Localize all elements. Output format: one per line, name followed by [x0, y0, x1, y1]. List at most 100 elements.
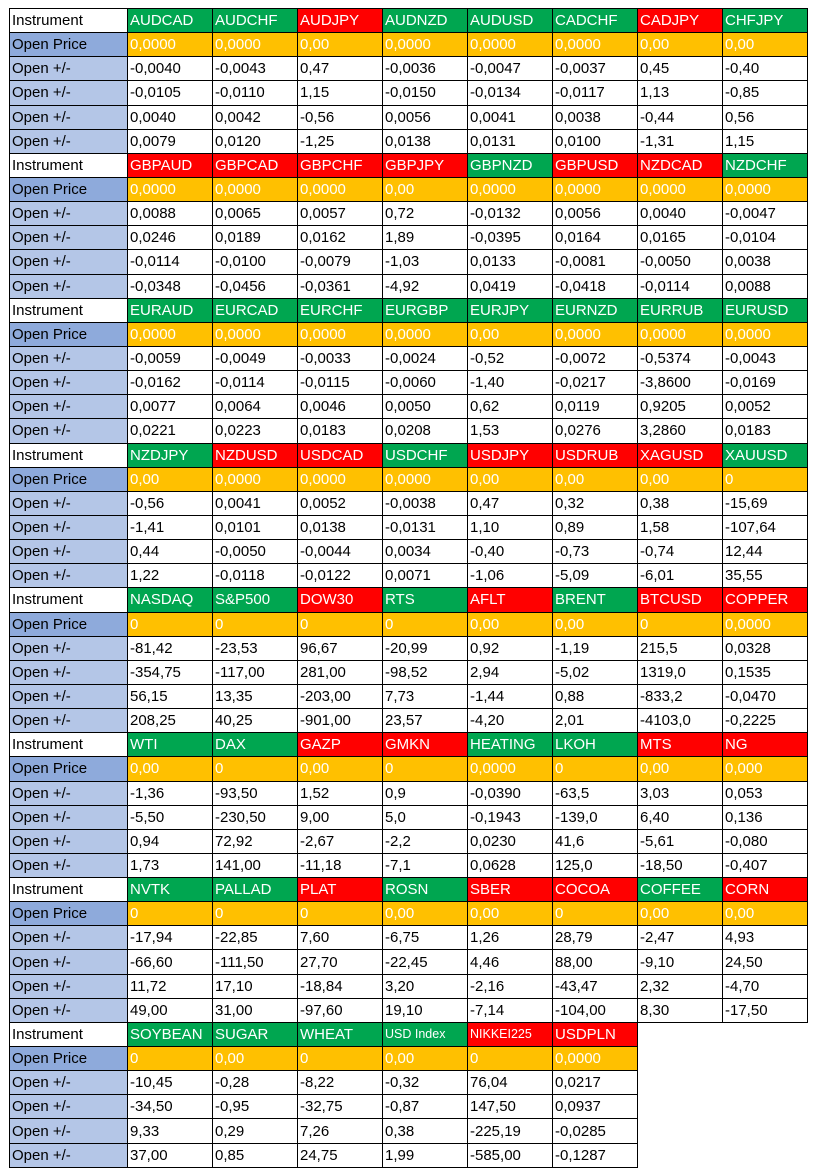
delta-cell: -1,41	[127, 514, 213, 541]
delta-cell: -4,20	[467, 708, 553, 734]
delta-cell: -17,50	[722, 997, 808, 1023]
delta-cell: 0,29	[212, 1118, 298, 1144]
open-price-cell: 0,0000	[382, 466, 468, 492]
delta-cell: 0,72	[382, 201, 468, 227]
open-delta-label: Open +/-	[9, 1070, 128, 1096]
delta-cell: 0,0034	[382, 539, 468, 565]
symbol-cell: GBPUSD	[552, 152, 638, 178]
empty-cell	[722, 1046, 808, 1071]
delta-cell: 11,72	[127, 973, 213, 999]
delta-cell: 0,0038	[722, 249, 808, 275]
delta-cell: 76,04	[467, 1070, 553, 1096]
open-price-cell: 0,0000	[212, 32, 298, 58]
open-delta-label: Open +/-	[9, 370, 128, 396]
delta-cell: 0,0628	[467, 852, 553, 879]
open-delta-label: Open +/-	[9, 828, 128, 854]
delta-cell: -2,67	[297, 828, 383, 854]
delta-cell: 3,20	[382, 973, 468, 999]
delta-cell: -0,0047	[467, 56, 553, 82]
symbol-cell: HEATING	[467, 732, 553, 758]
instrument-label: Instrument	[9, 732, 128, 758]
delta-cell: -0,74	[637, 539, 723, 565]
symbol-cell: NIKKEI225	[467, 1021, 553, 1048]
delta-cell: -32,75	[297, 1094, 383, 1120]
delta-cell: 0,0057	[297, 201, 383, 227]
delta-cell: 0,0041	[467, 104, 553, 130]
delta-cell: 4,46	[467, 949, 553, 975]
open-delta-label: Open +/-	[9, 1118, 128, 1144]
instrument-header-row: Instrument NVTK PALLAD PLAT ROSN SBER COCOA COF…	[9, 877, 808, 903]
delta-cell: -117,00	[212, 659, 298, 685]
empty-cell	[637, 1094, 723, 1119]
open-delta-label: Open +/-	[9, 128, 128, 154]
delta-cell: 1,52	[297, 780, 383, 806]
empty-cell	[637, 1022, 723, 1047]
open-price-cell: 0,00	[382, 901, 468, 927]
instrument-header-row: Instrument GBPAUD GBPCAD GBPCHF GBPJPY GBPNZD…	[9, 152, 808, 178]
delta-cell: 0,88	[552, 683, 638, 710]
delta-cell: -93,50	[212, 780, 298, 806]
delta-cell: 0,0276	[552, 418, 638, 444]
delta-cell: 0,0052	[722, 394, 808, 420]
delta-cell: -0,0348	[127, 273, 213, 299]
open-price-cell: 0	[127, 1046, 213, 1072]
instrument-header-row: Instrument AUDCAD AUDCHF AUDJPY AUDNZD AUDUSD…	[9, 7, 808, 34]
delta-cell: -0,0470	[722, 683, 808, 710]
delta-cell: 1,15	[722, 128, 808, 154]
open-price-cell: 0,00	[382, 1046, 468, 1072]
symbol-cell: NZDUSD	[212, 442, 298, 468]
delta-cell: -1,36	[127, 780, 213, 806]
delta-cell: -0,0100	[212, 249, 298, 275]
delta-cell: -22,45	[382, 949, 468, 975]
open-price-cell: 0,00	[467, 466, 553, 492]
delta-cell: 1,22	[127, 563, 213, 589]
instrument-label: Instrument	[9, 7, 128, 34]
open-delta-label: Open +/-	[9, 635, 128, 661]
open-delta-label: Open +/-	[9, 80, 128, 106]
open-price-label: Open Price	[9, 901, 128, 927]
open-delta-label: Open +/-	[9, 345, 128, 372]
delta-cell: -0,40	[467, 539, 553, 565]
symbol-cell: NZDCHF	[722, 152, 808, 178]
open-delta-label: Open +/-	[9, 949, 128, 975]
instrument-header-row: Instrument NZDJPY NZDUSD USDCAD USDCHF USDJPY…	[9, 442, 808, 468]
open-price-cell: 0,0000	[637, 321, 723, 347]
open-price-cell: 0,00	[297, 32, 383, 58]
open-price-label: Open Price	[9, 756, 128, 782]
delta-cell: -6,75	[382, 925, 468, 951]
open-delta-label: Open +/-	[9, 418, 128, 444]
open-price-cell: 0	[467, 1046, 553, 1072]
delta-cell: -5,50	[127, 804, 213, 830]
delta-cell: 0,0040	[637, 201, 723, 227]
delta-cell: -2,47	[637, 925, 723, 951]
delta-cell: -0,0036	[382, 56, 468, 82]
delta-cell: -0,56	[297, 104, 383, 130]
open-delta-row: Open +/- -5,50 -230,50 9,00 5,0 -0,1943 -139,0…	[9, 804, 808, 830]
delta-cell: -81,42	[127, 635, 213, 661]
instrument-label: Instrument	[9, 1021, 128, 1048]
delta-cell: 3,2860	[637, 418, 723, 444]
delta-cell: -23,53	[212, 635, 298, 661]
delta-cell: 0,38	[382, 1118, 468, 1144]
open-price-cell: 0	[382, 756, 468, 782]
delta-cell: 0,0100	[552, 128, 638, 154]
open-delta-row: Open +/- -81,42 -23,53 96,67 -20,99 0,92 -1,19…	[9, 635, 808, 661]
delta-cell: 1,10	[467, 514, 553, 541]
delta-cell: 7,60	[297, 925, 383, 951]
delta-cell: 24,75	[297, 1142, 383, 1168]
open-delta-label: Open +/-	[9, 56, 128, 82]
delta-cell: -1,25	[297, 128, 383, 154]
open-price-row: Open Price 0,00 0,0000 0,0000 0,0000 0,00 0,00…	[9, 466, 808, 492]
delta-cell: -0,0150	[382, 80, 468, 106]
open-delta-row: Open +/- -0,0114 -0,0100 -0,0079 -1,03 0,0133…	[9, 249, 808, 275]
symbol-cell: EURAUD	[127, 297, 213, 323]
delta-cell: 0,0088	[127, 201, 213, 227]
delta-cell: -0,0037	[552, 56, 638, 82]
open-delta-row: Open +/- -66,60 -111,50 27,70 -22,45 4,46 88,0…	[9, 949, 808, 975]
symbol-cell: AUDJPY	[297, 7, 383, 34]
open-delta-row: Open +/- 0,0079 0,0120 -1,25 0,0138 0,0131 0,0…	[9, 128, 808, 154]
delta-cell: 0,0064	[212, 394, 298, 420]
open-delta-row: Open +/- 0,0246 0,0189 0,0162 1,89 -0,0395 0,0…	[9, 225, 808, 251]
delta-cell: 0,56	[722, 104, 808, 130]
delta-cell: -0,407	[722, 852, 808, 879]
